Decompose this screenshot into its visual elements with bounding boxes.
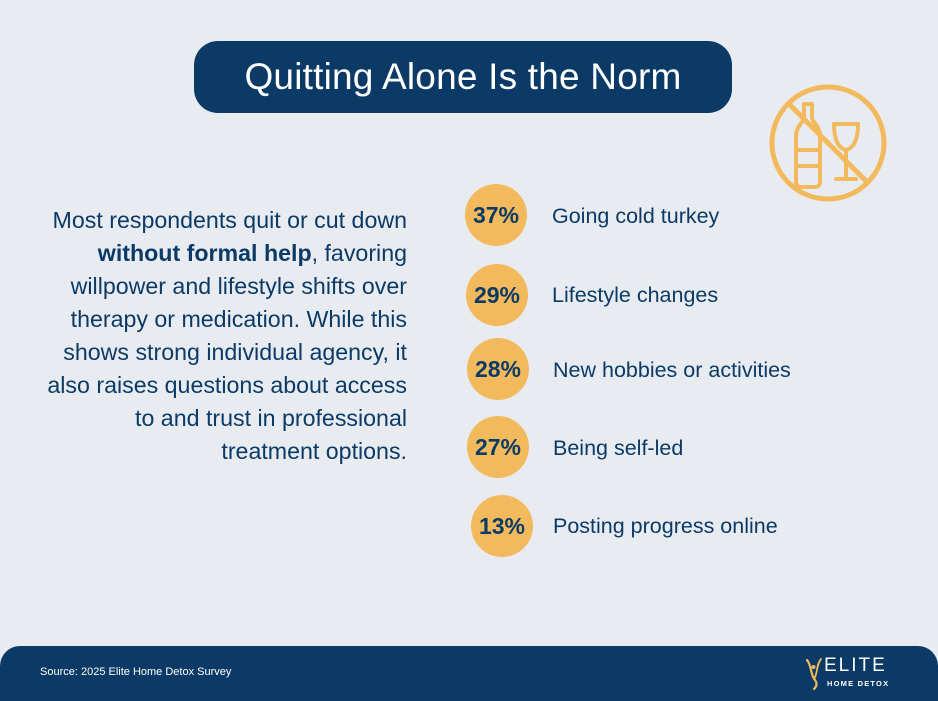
stat-percent-circle: 13% [471,495,533,557]
stat-percent-circle: 29% [466,264,528,326]
stat-percent-circle: 27% [467,416,529,478]
logo-subtitle: HOME DETOX [827,679,890,688]
summary-text-end: , favoring willpower and lifestyle shift… [47,240,407,464]
footer-bar: Source: 2025 Elite Home Detox Survey ELI… [0,646,938,701]
stat-percent: 37% [472,201,520,228]
stat-list: 37% Going cold turkey 29% Lifestyle chan… [465,184,791,557]
page-title: Quitting Alone Is the Norm [244,56,682,97]
stat-label: Posting progress online [553,514,778,538]
summary-paragraph: Most respondents quit or cut down withou… [40,204,407,468]
summary-text-emphasis: without formal help [97,240,312,266]
stat-label: New hobbies or activities [553,358,791,382]
stat-label: Going cold turkey [552,204,720,228]
stat-percent: 13% [478,512,526,539]
summary-text-start: Most respondents quit or cut down [52,207,407,233]
stat-percent: 29% [473,281,521,308]
title-banner: Quitting Alone Is the Norm [194,41,732,113]
no-alcohol-icon [769,84,887,202]
stat-percent-circle: 37% [465,184,527,246]
stat-percent: 28% [474,355,522,382]
source-note: Source: 2025 Elite Home Detox Survey [40,666,232,678]
stat-percent-circle: 28% [467,338,529,400]
elite-home-detox-logo: ELITE HOME DETOX [800,654,910,694]
stat-percent: 27% [474,433,522,460]
logo-name: ELITE [824,655,887,676]
elite-flame-mark-icon [805,658,822,690]
stat-label: Lifestyle changes [552,283,719,307]
stat-label: Being self-led [553,436,684,460]
